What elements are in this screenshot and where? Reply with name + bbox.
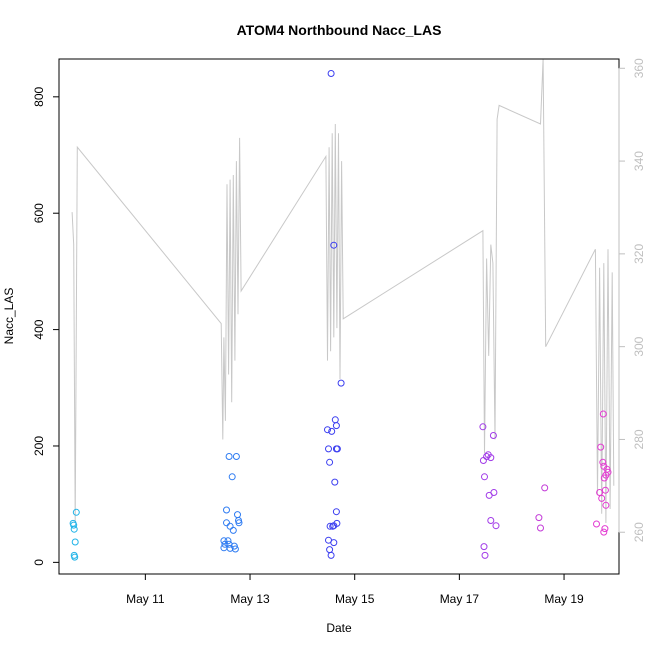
data-point <box>333 519 341 527</box>
right-y-axis: 260 280 300 320 340 360 <box>618 58 646 542</box>
data-point <box>326 546 334 554</box>
data-point <box>326 522 334 530</box>
data-point <box>601 486 609 494</box>
y-tick-label: 400 <box>32 319 46 339</box>
data-point <box>483 453 491 460</box>
data-point <box>541 484 549 492</box>
data-point <box>337 379 345 387</box>
x-tick-label: May 13 <box>230 592 270 606</box>
data-point <box>326 458 334 466</box>
data-point <box>487 517 495 524</box>
data-point <box>71 538 79 546</box>
y-tick-label: 600 <box>32 203 46 223</box>
data-point <box>332 508 340 516</box>
data-point <box>231 545 239 553</box>
y-axis-label: Nacc_LAS <box>2 288 16 345</box>
data-point <box>593 520 600 528</box>
data-point <box>487 454 495 462</box>
data-point <box>72 508 80 516</box>
chart-title: ATOM4 Northbound Nacc_LAS <box>237 22 442 38</box>
y-tick-label: 800 <box>32 86 46 106</box>
left-y-axis: 0 200 400 600 800 <box>32 86 60 566</box>
data-point <box>489 432 497 439</box>
data-point <box>324 426 331 434</box>
right-tick-label: 340 <box>632 151 646 171</box>
data-point <box>481 551 489 559</box>
data-point <box>325 445 332 453</box>
data-point <box>226 544 234 552</box>
right-tick-label: 260 <box>632 522 646 542</box>
data-point <box>327 70 335 77</box>
data-point <box>331 416 339 424</box>
data-point <box>598 494 606 502</box>
secondary-series-line <box>71 58 615 524</box>
x-tick-label: May 15 <box>335 592 375 606</box>
data-point <box>223 506 230 514</box>
right-tick-label: 360 <box>632 58 646 78</box>
x-tick-label: May 17 <box>440 592 480 606</box>
data-point <box>330 539 338 547</box>
data-point <box>602 501 610 509</box>
data-point <box>601 525 609 533</box>
data-point <box>479 423 487 431</box>
data-point <box>332 422 340 430</box>
data-point <box>480 543 488 551</box>
x-axis-label: Date <box>326 621 352 635</box>
data-point <box>228 473 236 481</box>
data-point <box>235 519 243 527</box>
data-point <box>599 410 607 418</box>
data-point <box>492 522 500 530</box>
data-point <box>229 526 237 534</box>
data-point <box>599 458 607 466</box>
data-point <box>535 514 543 522</box>
data-point <box>490 489 498 496</box>
y-tick-label: 200 <box>32 436 46 456</box>
data-point <box>600 528 608 536</box>
data-point <box>71 553 79 561</box>
data-point <box>481 473 488 481</box>
data-point <box>224 537 232 545</box>
data-point <box>603 465 611 473</box>
data-point <box>226 522 234 530</box>
data-point <box>220 537 228 545</box>
x-axis: May 11 May 13 May 15 May 17 May 19 <box>126 573 584 606</box>
secondary-series-layer <box>71 58 615 524</box>
right-tick-label: 300 <box>632 336 646 356</box>
y-tick-label: 0 <box>32 559 46 566</box>
data-point <box>331 478 339 486</box>
data-point <box>328 427 336 435</box>
data-point <box>537 524 544 532</box>
data-point <box>225 453 233 460</box>
data-point <box>70 525 78 533</box>
data-point <box>604 468 612 476</box>
data-point <box>330 241 338 249</box>
data-point <box>70 521 78 529</box>
x-tick-label: May 11 <box>126 592 165 606</box>
data-point <box>327 551 335 559</box>
right-tick-label: 320 <box>632 244 646 264</box>
data-point <box>232 453 240 460</box>
data-point <box>223 519 230 527</box>
data-points-layer <box>69 70 612 561</box>
right-tick-label: 280 <box>632 429 646 449</box>
data-point <box>596 489 604 496</box>
data-point <box>597 443 605 451</box>
x-tick-label: May 19 <box>544 592 584 606</box>
data-point <box>479 457 487 464</box>
data-point <box>234 511 241 519</box>
data-point <box>333 445 341 453</box>
